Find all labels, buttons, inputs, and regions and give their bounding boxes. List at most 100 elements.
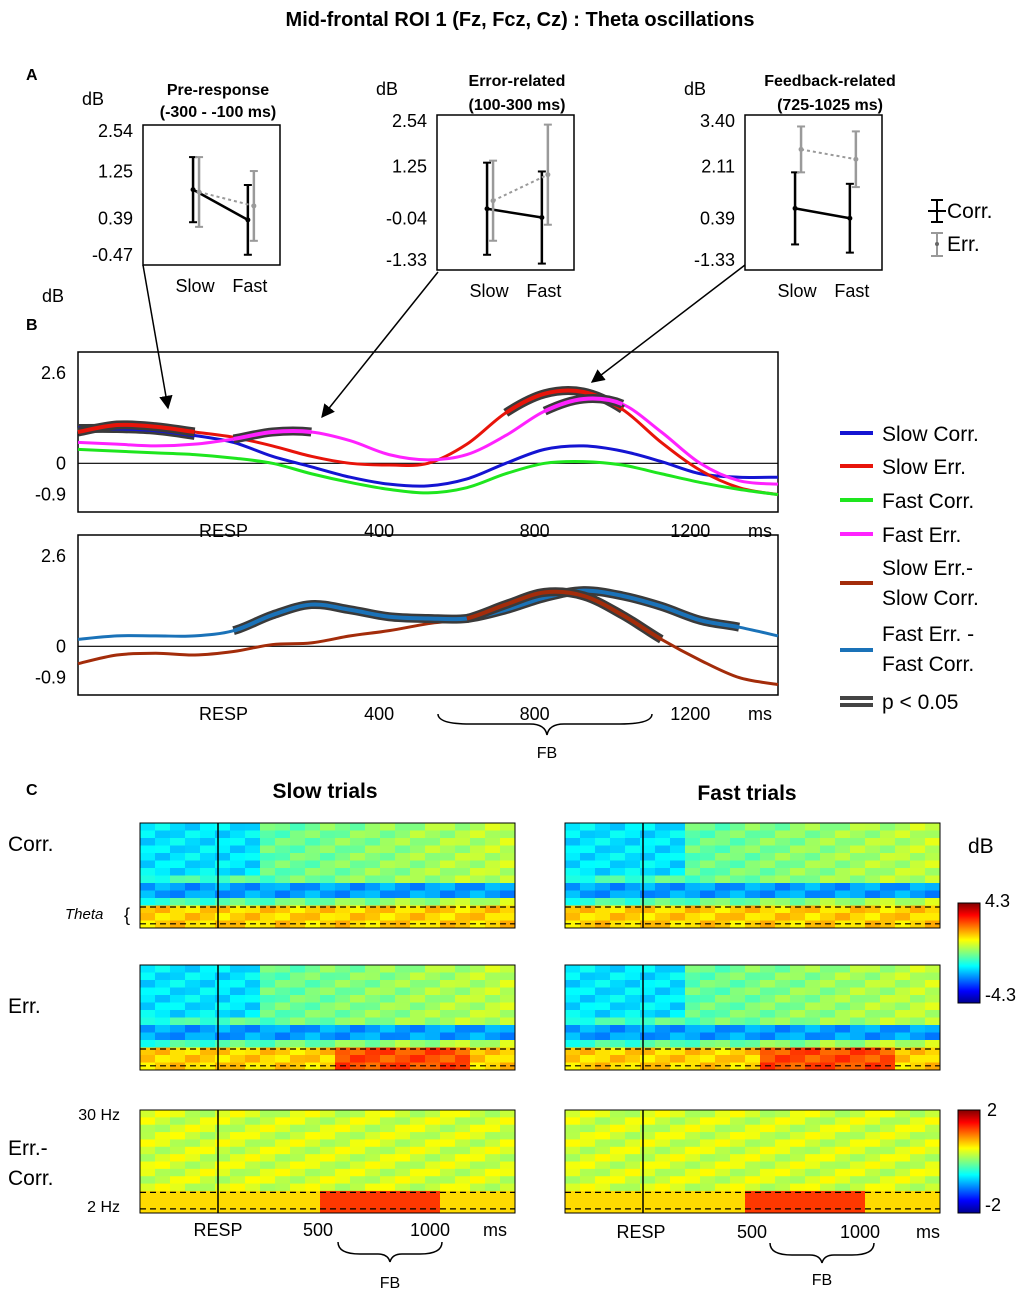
heatmap-pixel — [290, 1032, 306, 1041]
heatmap-pixel — [760, 1168, 776, 1177]
heatmap-pixel — [215, 1010, 231, 1018]
heatmap-pixel — [215, 987, 231, 996]
heatmap-pixel — [305, 1124, 321, 1133]
heatmap-pixel — [140, 845, 156, 854]
heatmap-pixel — [500, 845, 516, 854]
heatmap-pixel — [700, 1176, 716, 1185]
heatmap-pixel — [320, 1183, 336, 1192]
heatmap-pixel — [500, 838, 516, 846]
heatmap-pixel — [895, 1198, 911, 1207]
heatmap-pixel — [200, 868, 216, 876]
heatmap-pixel — [335, 1161, 351, 1170]
heatmap-pixel — [925, 875, 941, 884]
heatmap-pixel — [305, 1040, 321, 1048]
arrow-error-related — [321, 271, 439, 419]
heatmap-pixel — [775, 845, 791, 854]
heatmap-pixel — [170, 860, 186, 869]
heatmap-pixel — [500, 853, 516, 861]
heatmap-pixel — [565, 1139, 581, 1148]
heatmap-pixel — [700, 898, 716, 906]
heatmap-pixel — [245, 1161, 261, 1170]
heatmap-pixel — [215, 965, 231, 973]
heatmap-pixel — [865, 1205, 881, 1214]
heatmap-pixel — [670, 883, 686, 891]
heatmap-pixel — [215, 898, 231, 906]
heatmap-pixel — [760, 1176, 776, 1185]
heatmap-pixel — [185, 965, 201, 973]
heatmap-pixel — [470, 905, 486, 914]
heatmap-pixel — [365, 1025, 381, 1033]
heatmap-pixel — [245, 965, 261, 973]
mini-ytick: 2.11 — [701, 157, 735, 177]
heatmap-pixel — [275, 1198, 291, 1207]
heatmap-pixel — [320, 980, 336, 988]
heatmap-pixel — [380, 1032, 396, 1041]
heatmap-pixel — [140, 1117, 156, 1126]
heatmap-pixel — [820, 845, 836, 854]
heatmap-pixel — [745, 883, 761, 891]
heatmap-pixel — [425, 898, 441, 906]
heatmap-pixel — [365, 1132, 381, 1140]
heatmap-pixel — [655, 965, 671, 973]
heatmap-pixel — [910, 1132, 926, 1140]
heatmap-pixel — [655, 1161, 671, 1170]
heatmap-pixel — [395, 875, 411, 884]
heatmap-pixel — [700, 1110, 716, 1118]
heatmap-pixel — [625, 1032, 641, 1041]
heatmap-pixel — [655, 1032, 671, 1041]
heatmap-pixel — [365, 1047, 381, 1056]
heatmap-pixel — [440, 1055, 456, 1063]
heatmap-pixel — [820, 1040, 836, 1048]
heatmap-pixel — [925, 995, 941, 1003]
mini-ylabel: dB — [82, 89, 104, 109]
heatmap-pixel — [380, 898, 396, 906]
heatmap-pixel — [185, 905, 201, 914]
heatmap-pixel — [700, 875, 716, 884]
heatmap-pixel — [425, 1205, 441, 1214]
heatmap-pixel — [230, 823, 246, 831]
heatmap-pixel — [925, 1132, 941, 1140]
heatmap-pixel — [260, 1168, 276, 1177]
heatmap-pixel — [470, 1190, 486, 1199]
heatmap-pixel — [610, 1161, 626, 1170]
heatmap-pixel — [760, 875, 776, 884]
heatmap-pixel — [320, 1146, 336, 1155]
heatmap-pixel — [410, 995, 426, 1003]
colorbar-power: dB 4.3 -4.3 — [957, 835, 1016, 1005]
heatmap-pixel — [865, 875, 881, 884]
heatmap-pixel — [895, 980, 911, 988]
heatmap-pixel — [155, 898, 171, 906]
heatmap-pixel — [580, 972, 596, 981]
heatmap-pixel — [910, 1190, 926, 1199]
heatmap-pixel — [925, 1154, 941, 1162]
heatmap-pixel — [865, 1198, 881, 1207]
heatmap-pixel — [835, 1040, 851, 1048]
heatmap-pixel — [500, 965, 516, 973]
heatmap-pixel — [850, 1032, 866, 1041]
heatmap-pixel — [335, 995, 351, 1003]
heatmap-pixel — [775, 920, 791, 929]
heatmap-pixel — [245, 1205, 261, 1214]
heatmap-pixel — [260, 1161, 276, 1170]
heatmap-pixel — [655, 838, 671, 846]
heatmap-pixel — [185, 823, 201, 831]
heatmap-pixel — [895, 1146, 911, 1155]
heatmap-pixel — [260, 845, 276, 854]
heatmap-pixel — [260, 972, 276, 981]
heatmap-pixel — [290, 838, 306, 846]
heatmap-pixel — [910, 987, 926, 996]
heatmap-pixel — [410, 1055, 426, 1063]
heatmap-pixel — [790, 890, 806, 899]
heatmap-pixel — [380, 987, 396, 996]
heatmap-pixel — [640, 913, 656, 921]
heatmap-pixel — [775, 860, 791, 869]
heatmap-pixel — [245, 1017, 261, 1026]
heatmap-pixel — [260, 1032, 276, 1041]
heatmap-pixel — [320, 1002, 336, 1011]
heatmap-pixel — [215, 1047, 231, 1056]
heatmap-pixel — [305, 1176, 321, 1185]
heatmap-pixel — [775, 1146, 791, 1155]
heatmap-pixel — [500, 1154, 516, 1162]
heatmap-pixel — [440, 875, 456, 884]
heatmap-pixel — [685, 1047, 701, 1056]
